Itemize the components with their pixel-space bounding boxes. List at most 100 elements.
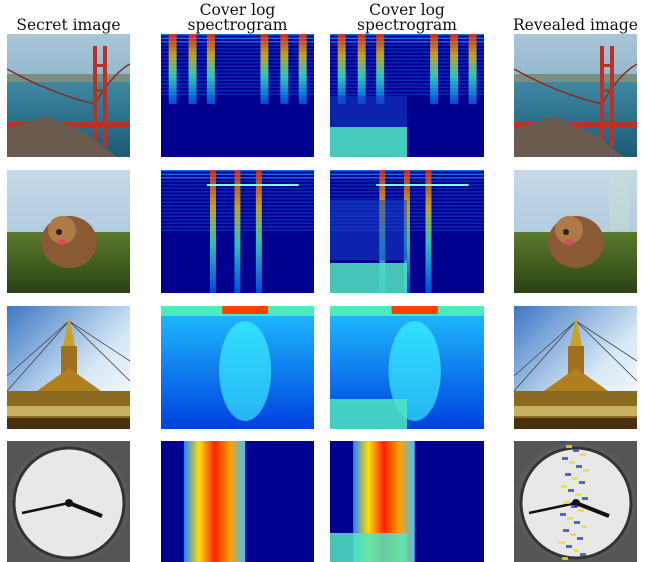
reveal-noise xyxy=(576,465,582,468)
spectrogram-band xyxy=(161,52,314,54)
hidden-block xyxy=(330,127,407,157)
spectrogram-band xyxy=(161,76,314,78)
revealed-image xyxy=(514,306,637,429)
spectrogram-band xyxy=(184,441,245,562)
spectrogram-band xyxy=(330,48,484,50)
spectrogram-band xyxy=(161,73,314,75)
spectrogram-streak xyxy=(280,34,288,104)
column-header: Revealed image xyxy=(513,16,638,34)
reveal-noise xyxy=(567,517,573,520)
reveal-noise xyxy=(572,477,578,480)
figure: Secret imageCover logspectrogramCover lo… xyxy=(0,0,645,562)
reveal-noise xyxy=(580,453,586,456)
spectrogram-band xyxy=(161,94,314,96)
secret-image xyxy=(7,441,130,562)
reveal-noise xyxy=(581,525,587,528)
spectrogram-blob xyxy=(219,321,271,421)
spectrogram-top xyxy=(222,306,268,314)
reveal-noise xyxy=(564,501,570,504)
spectrogram-streak xyxy=(207,34,215,104)
reveal-noise xyxy=(573,549,579,552)
spectrogram-band xyxy=(161,87,314,89)
reveal-noise xyxy=(561,485,567,488)
reveal-noise xyxy=(568,489,574,492)
reveal-noise xyxy=(566,545,572,548)
reveal-noise xyxy=(570,533,576,536)
reveal-noise xyxy=(560,513,566,516)
revealed-image xyxy=(514,441,637,562)
spectrogram-band xyxy=(330,52,484,54)
spectrogram-streak xyxy=(376,34,384,104)
spectrogram-band xyxy=(330,94,484,96)
spectrogram xyxy=(330,170,484,293)
spectrogram-band xyxy=(330,90,484,92)
spectrogram-streak xyxy=(299,34,307,104)
spectrogram xyxy=(161,170,314,293)
spectrogram xyxy=(161,34,314,157)
reveal-noise xyxy=(583,469,589,472)
secret-image xyxy=(7,306,130,429)
reveal-noise xyxy=(571,505,577,508)
column-header: spectrogram xyxy=(188,16,288,34)
spectrogram-streak xyxy=(450,34,458,104)
reveal-noise xyxy=(562,457,568,460)
revealed-image xyxy=(514,34,637,157)
spectrogram-band xyxy=(330,45,484,47)
spectrogram-streak xyxy=(234,170,240,293)
spectrogram-band xyxy=(161,66,314,68)
reveal-noise xyxy=(563,529,569,532)
spectrogram-band xyxy=(330,66,484,68)
spectrogram-band xyxy=(330,62,484,64)
reveal-noise xyxy=(559,441,565,444)
spectrogram-streak xyxy=(425,170,431,293)
spectrogram xyxy=(330,441,484,562)
spectrogram-band xyxy=(330,59,484,61)
spectrogram-band xyxy=(330,69,484,71)
spectrogram-band xyxy=(161,38,314,40)
spectrogram-band xyxy=(161,59,314,61)
spectrogram-streak xyxy=(256,170,262,293)
reveal-noise xyxy=(566,445,572,448)
spectrogram-streak xyxy=(469,34,477,104)
spectrogram-top xyxy=(376,184,468,186)
reveal-noise xyxy=(562,557,568,560)
spectrogram-streak xyxy=(338,34,346,104)
hidden-block xyxy=(330,533,407,562)
spectrogram-band xyxy=(161,80,314,82)
reveal-noise xyxy=(582,497,588,500)
spectrogram-streak xyxy=(358,34,366,104)
page: {"columns": [ {"lines": ["Secret image"]… xyxy=(0,0,645,562)
reveal-noise xyxy=(559,541,565,544)
spectrogram-band xyxy=(161,45,314,47)
spectrogram-band xyxy=(330,87,484,89)
reveal-noise xyxy=(578,509,584,512)
reveal-noise xyxy=(575,493,581,496)
spectrogram xyxy=(161,306,314,429)
spectrogram-streak xyxy=(210,170,216,293)
column-header: spectrogram xyxy=(357,16,457,34)
spectrogram-top xyxy=(392,306,438,314)
reveal-noise xyxy=(580,553,586,556)
hidden-block xyxy=(330,399,407,429)
reveal-noise xyxy=(565,473,571,476)
spectrogram-band xyxy=(161,34,314,36)
spectrogram xyxy=(161,441,314,562)
spectrogram xyxy=(330,34,484,157)
spectrogram-streak xyxy=(260,34,268,104)
spectrogram-band xyxy=(161,83,314,85)
spectrogram-band xyxy=(161,90,314,92)
spectrogram-band xyxy=(330,76,484,78)
spectrogram-band xyxy=(330,38,484,40)
reveal-noise xyxy=(569,461,575,464)
spectrogram-band xyxy=(161,69,314,71)
reveal-noise xyxy=(574,521,580,524)
spectrogram-band xyxy=(161,48,314,50)
spectrogram-streak xyxy=(189,34,197,104)
spectrogram-band xyxy=(330,83,484,85)
spectrogram-band xyxy=(330,34,484,36)
spectrogram-band xyxy=(330,80,484,82)
spectrogram-band xyxy=(330,55,484,57)
spectrogram-top xyxy=(207,184,299,186)
reveal-noise xyxy=(609,170,629,230)
spectrogram-band xyxy=(161,62,314,64)
